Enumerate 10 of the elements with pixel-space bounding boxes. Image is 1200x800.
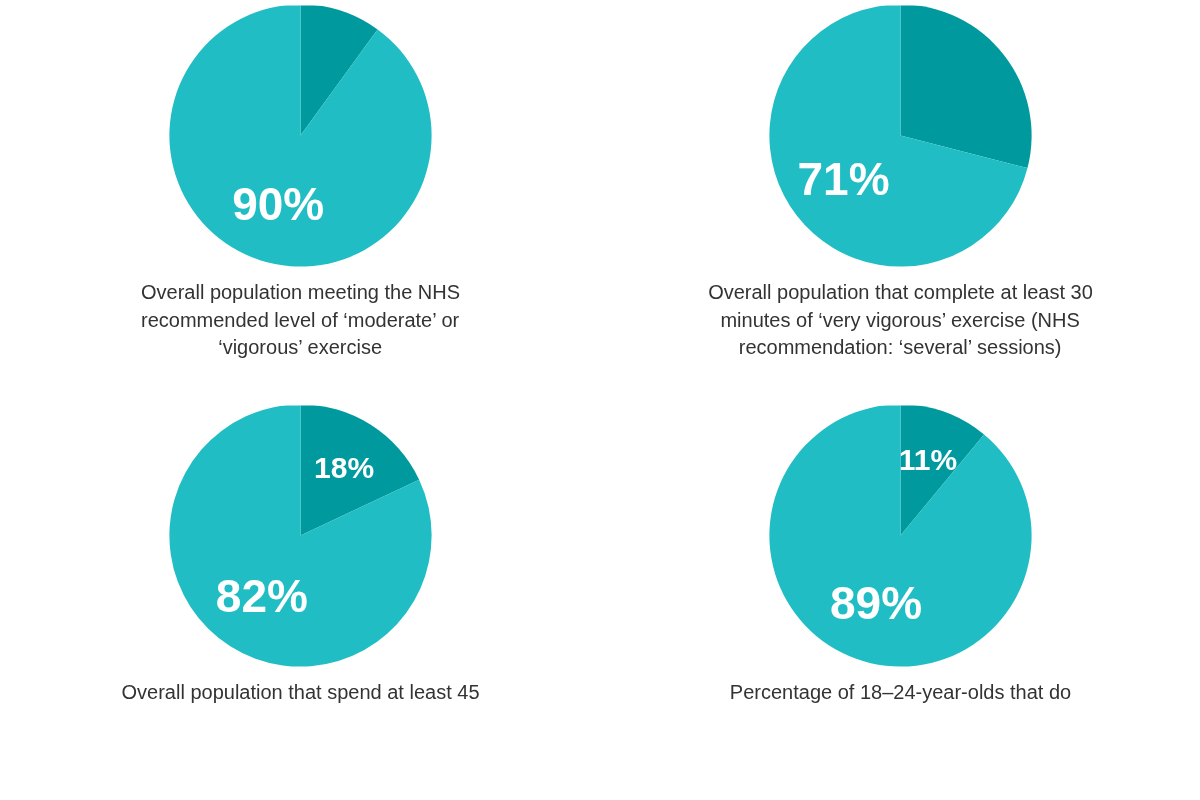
text: Percentage of 18–24-year-olds that do bbox=[729, 681, 1072, 704]
data-label: 89% bbox=[830, 576, 923, 629]
data-label: 11% bbox=[898, 443, 958, 477]
text: Overall population meeting the NHS recommended level of ‘moderate’ or ‘vigorous’ exercise bbox=[140, 281, 461, 359]
data-label: 90% bbox=[232, 177, 325, 230]
data-label: 71% bbox=[797, 153, 890, 206]
text: Overall population that spend at least 45 bbox=[121, 681, 480, 704]
text: Overall population that complete at least 30 minutes of ‘very vigorous’ exercise (NHS recommendation: ‘several’ sessions) bbox=[708, 281, 1093, 359]
data-label: 18% bbox=[314, 450, 375, 484]
data-label: 82% bbox=[215, 569, 308, 622]
